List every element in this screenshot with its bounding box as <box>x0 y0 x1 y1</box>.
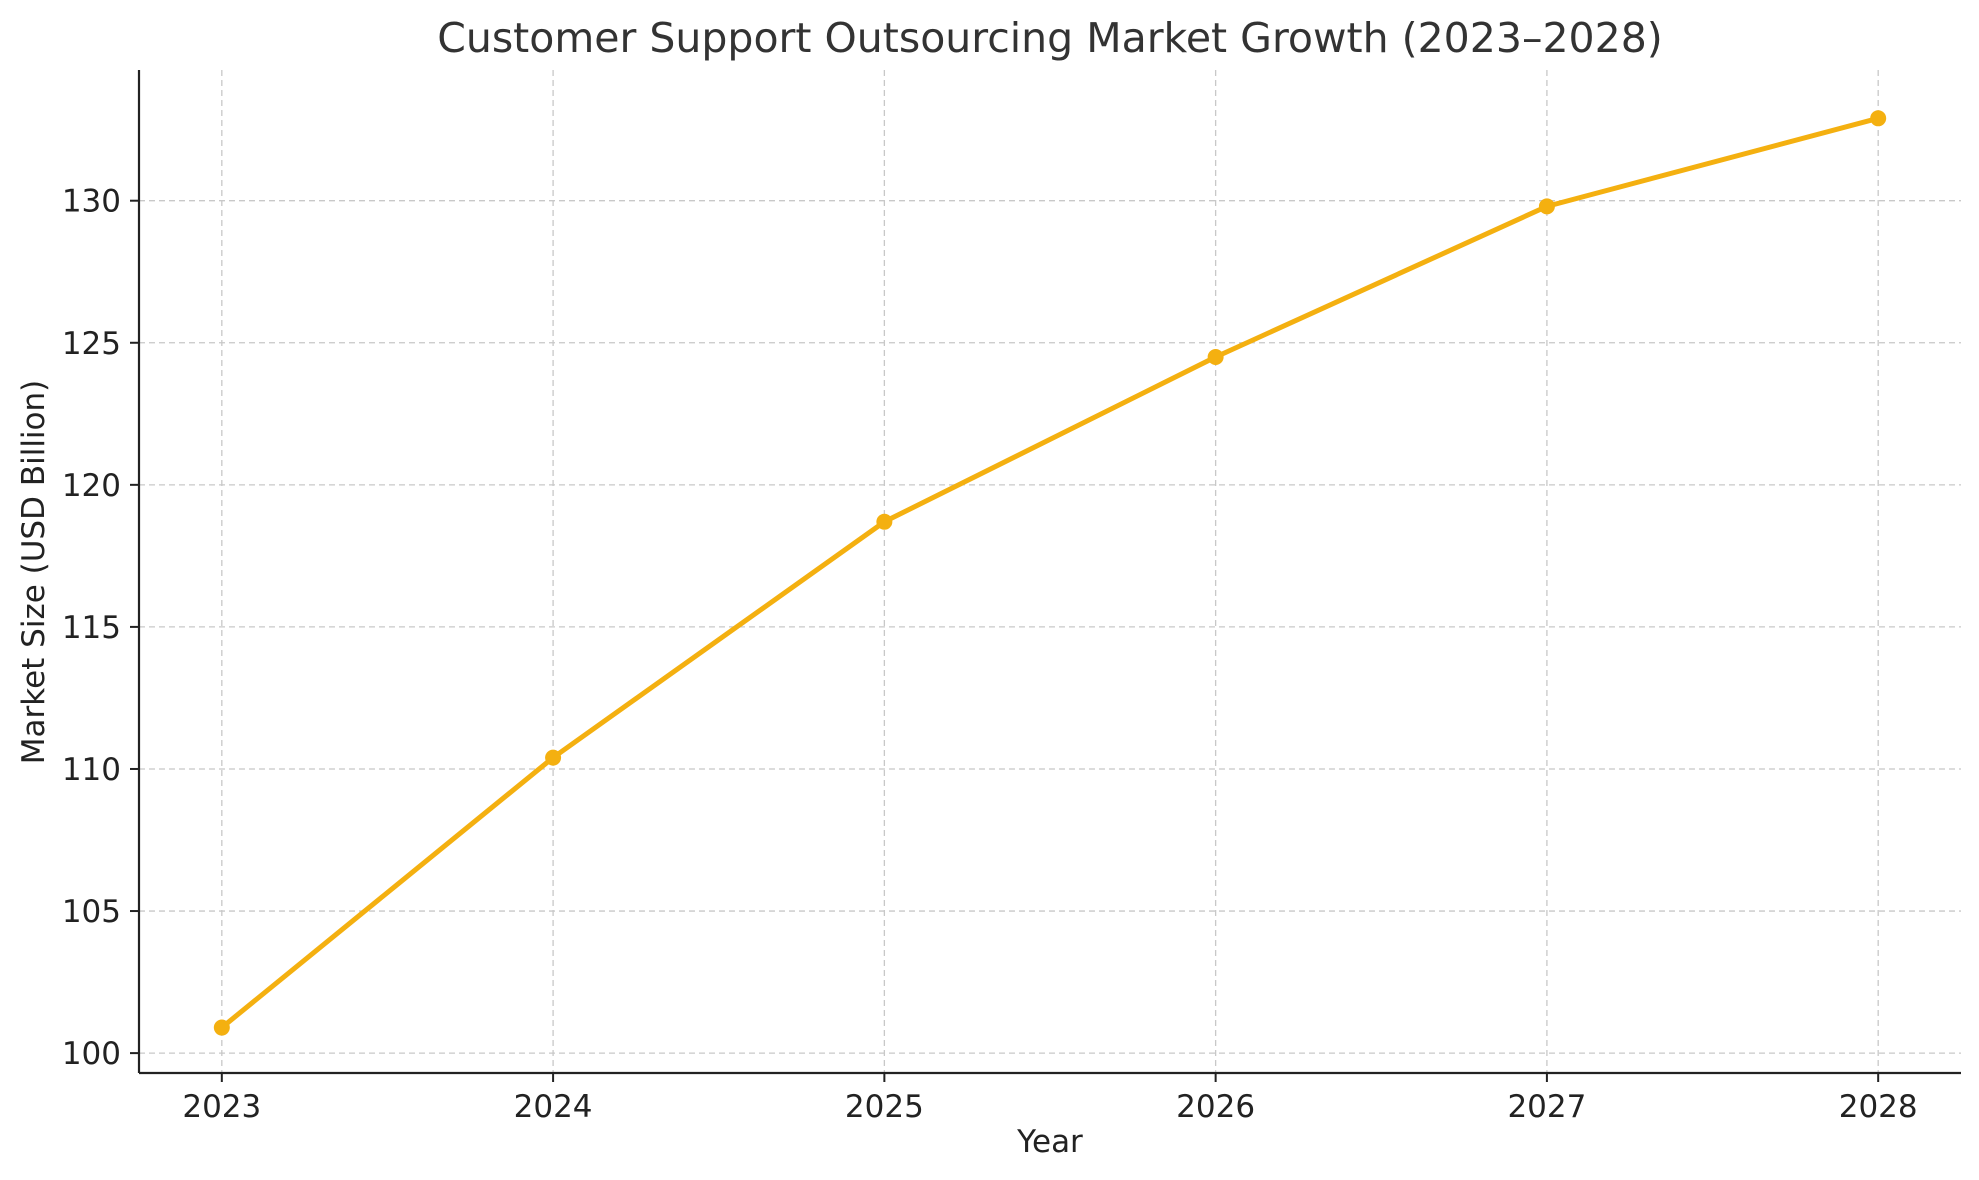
data-point <box>1538 198 1555 215</box>
x-tick-label: 2028 <box>1839 1089 1918 1125</box>
x-tick-label: 2027 <box>1507 1089 1586 1125</box>
x-tick-label: 2026 <box>1176 1089 1255 1125</box>
data-point <box>876 513 893 530</box>
y-tick-label: 130 <box>62 184 121 220</box>
x-tick-label: 2024 <box>514 1089 593 1125</box>
y-tick-label: 115 <box>62 610 121 646</box>
x-tick-label: 2025 <box>845 1089 924 1125</box>
data-point <box>1207 348 1224 365</box>
y-tick-label: 100 <box>62 1036 121 1072</box>
ticks-layer: 2023 2024 2025 2026 2027 2028 100 105 110 115 120 1… <box>62 184 1918 1125</box>
y-tick-label: 105 <box>62 894 121 930</box>
x-tick-label: 2023 <box>182 1089 261 1125</box>
data-point <box>213 1019 230 1036</box>
y-axis-label: Market Size (USD Billion) <box>16 380 52 765</box>
data-point <box>1870 110 1887 127</box>
data-point <box>545 749 562 766</box>
axes-layer <box>137 70 1961 1075</box>
y-tick-label: 120 <box>62 468 121 504</box>
series-line <box>219 115 1881 1031</box>
y-tick-label: 125 <box>62 326 121 362</box>
y-tick-label: 110 <box>62 752 121 788</box>
series-layer <box>213 110 1887 1036</box>
x-axis-label: Year <box>1016 1124 1083 1160</box>
chart-title: Customer Support Outsourcing Market Grow… <box>437 14 1663 62</box>
grid-layer <box>139 70 1961 1073</box>
